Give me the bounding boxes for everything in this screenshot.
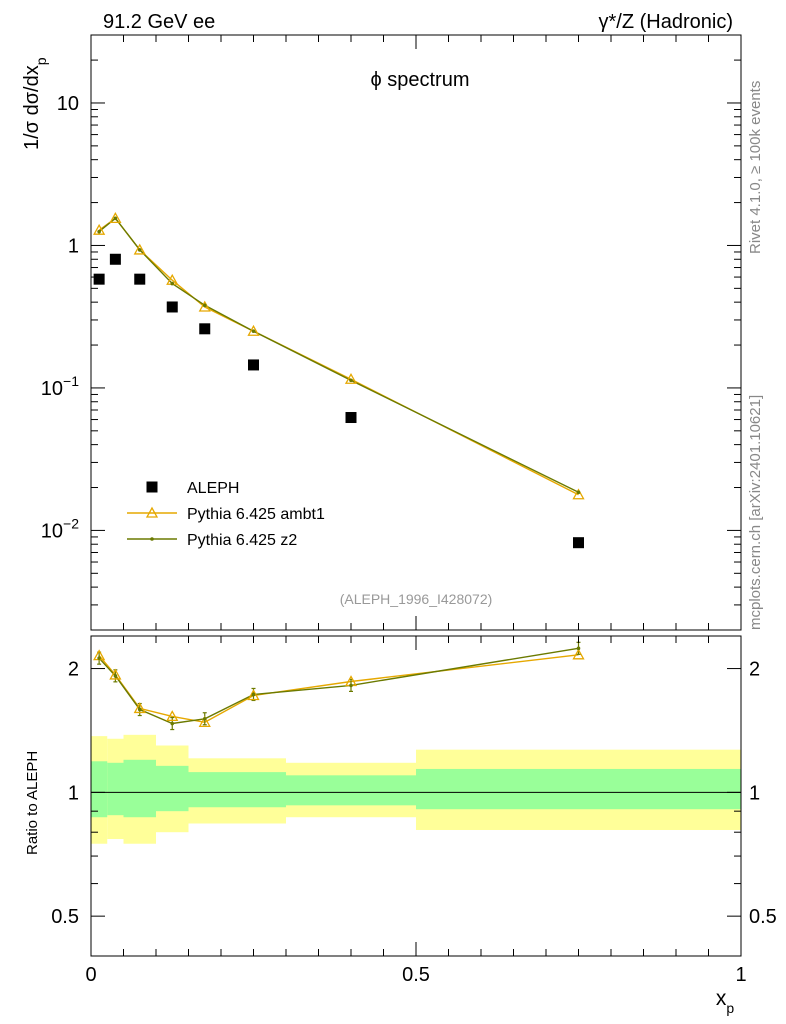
ratio-ambt1-line <box>98 654 579 724</box>
legend-marker-aleph <box>146 481 158 493</box>
ratio-band-inner <box>416 768 741 810</box>
z2-marker <box>349 378 353 383</box>
z2-marker <box>576 490 581 495</box>
x-tick-label: 0 <box>85 964 96 986</box>
legend-label: Pythia 6.425 ambt1 <box>187 506 325 523</box>
tick-base: 10 <box>57 93 79 115</box>
z2-marker <box>97 229 101 234</box>
ratio-z2-marker <box>137 707 142 712</box>
ratio-y-tick-label-right: 1 <box>749 782 760 804</box>
main-y-axis-label: 1/σ dσ/dxp <box>21 57 49 150</box>
aleph-data-point <box>573 537 584 549</box>
ratio-z2-marker <box>97 656 101 660</box>
main-x-ticks <box>90 35 742 630</box>
ratio-band-inner <box>286 775 416 806</box>
ratio-y-tick-label-left: 1 <box>68 782 79 804</box>
aleph-data-point <box>345 412 357 424</box>
ratio-band-inner <box>123 759 156 818</box>
tick-exponent: −2 <box>63 515 79 531</box>
ratio-z2-marker <box>251 692 256 697</box>
ratio-y-tick-label-right: 2 <box>749 659 760 681</box>
main-y-tick-label: 10−2 <box>41 515 79 542</box>
mcplots-label: mcplots.cern.ch [arXiv:2401.10621] <box>747 395 764 630</box>
aleph-data-point <box>166 301 178 313</box>
rivet-version-label: Rivet 4.1.0, ≥ 100k events <box>747 81 764 254</box>
ratio-y-ticks: 2 2 1 1 0.5 0.5 <box>51 659 777 957</box>
z2-line <box>98 217 579 493</box>
legend-marker-ambt1 <box>145 506 159 518</box>
ambt1-marker <box>93 223 106 235</box>
x-tick-label: 1 <box>735 964 746 986</box>
ratio-ambt1-marker <box>109 668 122 680</box>
ambt1-marker <box>572 488 585 500</box>
chart-title: ϕ spectrum <box>370 69 469 91</box>
ambt1-marker <box>133 243 146 255</box>
ratio-band-inner <box>91 761 108 818</box>
header-process-label: γ*/Z (Hadronic) <box>599 11 733 33</box>
ratio-band-inner <box>188 772 221 808</box>
main-y-tick-label: 10 <box>57 93 79 115</box>
ratio-z2-marker <box>576 646 581 651</box>
y-label-subscript: p <box>33 57 49 65</box>
ratio-z2-marker <box>113 674 118 678</box>
aleph-data-point <box>199 323 211 335</box>
analysis-label: (ALEPH_1996_I428072) <box>340 591 493 607</box>
legend-marker-z2 <box>150 537 154 541</box>
ambt1-line <box>98 217 579 496</box>
main-plot-area <box>93 212 585 549</box>
ratio-z2-marker <box>349 683 353 688</box>
ratio-z2-marker <box>170 721 175 726</box>
y-label-part-a: 1/σ dσ/dx <box>21 65 43 150</box>
ratio-y-tick-label-left: 2 <box>68 659 79 681</box>
tick-base: 10 <box>41 378 63 400</box>
ratio-ambt1-marker <box>198 715 211 727</box>
ratio-y-axis-label: Ratio to ALEPH <box>24 751 41 855</box>
ratio-z2-marker <box>202 716 207 721</box>
z2-marker <box>113 216 118 221</box>
ratio-band-inner <box>107 762 124 816</box>
aleph-data-point <box>248 359 259 371</box>
ambt1-marker <box>109 212 122 223</box>
ambt1-marker <box>198 300 211 312</box>
ratio-band-inner <box>156 765 189 812</box>
main-y-tick-label: 1 <box>68 235 79 257</box>
aleph-data-point <box>134 273 146 285</box>
x-tick-label: 0.5 <box>402 964 430 986</box>
legend-label: Pythia 6.425 z2 <box>187 532 297 549</box>
ratio-y-tick-label-right: 0.5 <box>749 906 777 928</box>
ratio-plot-area <box>91 641 741 844</box>
legend: ALEPH Pythia 6.425 ambt1 Pythia 6.425 z2 <box>127 480 325 549</box>
main-y-tick-label: 10−1 <box>41 373 79 400</box>
ratio-ambt1-marker <box>166 710 179 722</box>
tick-base: 1 <box>68 235 79 257</box>
ratio-z2-line <box>98 647 579 725</box>
ratio-panel: 2 21 10.5 0.5 0 0.5 1 Ratio to ALEPH xp <box>24 635 777 1016</box>
ambt1-marker <box>247 324 260 336</box>
ratio-band-inner <box>221 772 286 808</box>
z2-marker <box>137 248 142 252</box>
ratio-ambt1-marker <box>247 689 260 701</box>
ratio-ambt1-marker <box>133 702 146 714</box>
ratio-ambt1-marker <box>572 648 585 660</box>
x-axis-label: xp <box>716 987 735 1016</box>
tick-base: 10 <box>41 520 63 542</box>
x-label-subscript: p <box>726 1000 734 1016</box>
ratio-y-tick-label-left: 0.5 <box>51 906 79 928</box>
ratio-x-ticks: 0 0.5 1 <box>85 636 747 986</box>
z2-marker <box>251 329 256 334</box>
legend-label: ALEPH <box>187 480 239 497</box>
ambt1-marker <box>344 372 358 384</box>
aleph-data-point <box>93 273 105 285</box>
tick-exponent: −1 <box>63 373 79 389</box>
z2-marker <box>170 281 175 286</box>
z2-marker <box>202 303 207 308</box>
aleph-data-point <box>109 253 121 265</box>
header-energy-label: 91.2 GeV ee <box>103 11 215 33</box>
